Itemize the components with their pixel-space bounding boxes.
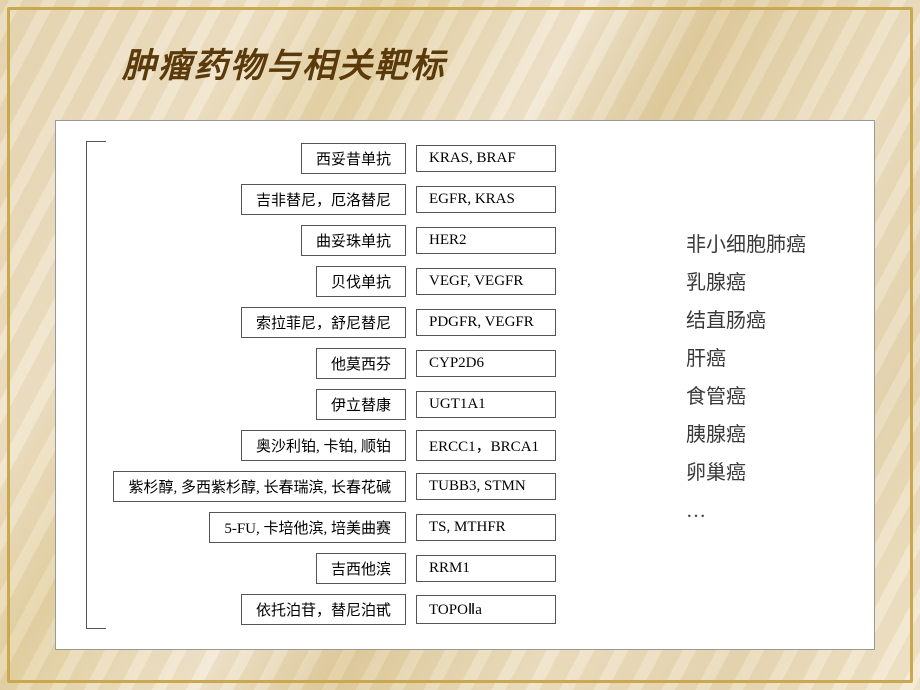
drug-box: 紫杉醇, 多西紫杉醇, 长春瑞滨, 长春花碱 bbox=[113, 471, 406, 502]
drug-target-row: 5-FU, 卡培他滨, 培美曲赛 TS, MTHFR bbox=[106, 507, 626, 548]
target-box: TUBB3, STMN bbox=[416, 473, 556, 500]
target-box: EGFR, KRAS bbox=[416, 186, 556, 213]
cancer-list: 非小细胞肺癌乳腺癌结直肠癌肝癌食管癌胰腺癌卵巢癌… bbox=[686, 226, 836, 530]
cancer-item: 非小细胞肺癌 bbox=[686, 226, 836, 264]
drug-target-row: 紫杉醇, 多西紫杉醇, 长春瑞滨, 长春花碱 TUBB3, STMN bbox=[106, 466, 626, 507]
drug-target-row: 西妥昔单抗 KRAS, BRAF bbox=[106, 138, 626, 179]
drug-box: 贝伐单抗 bbox=[316, 266, 406, 297]
drug-box: 他莫西芬 bbox=[316, 348, 406, 379]
drug-box: 索拉菲尼，舒尼替尼 bbox=[241, 307, 406, 338]
drug-target-row: 吉非替尼，厄洛替尼 EGFR, KRAS bbox=[106, 179, 626, 220]
target-box: VEGF, VEGFR bbox=[416, 268, 556, 295]
drug-target-row: 曲妥珠单抗 HER2 bbox=[106, 220, 626, 261]
target-box: PDGFR, VEGFR bbox=[416, 309, 556, 336]
drug-box: 伊立替康 bbox=[316, 389, 406, 420]
target-box: HER2 bbox=[416, 227, 556, 254]
drug-box: 西妥昔单抗 bbox=[301, 143, 406, 174]
cancer-item: 乳腺癌 bbox=[686, 264, 836, 302]
drug-target-rows: 西妥昔单抗 KRAS, BRAF 吉非替尼，厄洛替尼 EGFR, KRAS 曲妥珠单抗 H… bbox=[106, 138, 626, 630]
left-bracket bbox=[86, 141, 106, 629]
drug-target-row: 吉西他滨 RRM1 bbox=[106, 548, 626, 589]
cancer-item: 肝癌 bbox=[686, 340, 836, 378]
target-box: CYP2D6 bbox=[416, 350, 556, 377]
target-box: TS, MTHFR bbox=[416, 514, 556, 541]
cancer-item: 食管癌 bbox=[686, 378, 836, 416]
drug-target-row: 奥沙利铂, 卡铂, 顺铂 ERCC1，BRCA1 bbox=[106, 425, 626, 466]
diagram-panel: 西妥昔单抗 KRAS, BRAF 吉非替尼，厄洛替尼 EGFR, KRAS 曲妥珠单抗 H… bbox=[55, 120, 875, 650]
target-box: UGT1A1 bbox=[416, 391, 556, 418]
drug-target-row: 伊立替康 UGT1A1 bbox=[106, 384, 626, 425]
cancer-item: 结直肠癌 bbox=[686, 302, 836, 340]
drug-target-row: 贝伐单抗 VEGF, VEGFR bbox=[106, 261, 626, 302]
drug-target-row: 依托泊苷，替尼泊甙 TOPOⅡa bbox=[106, 589, 626, 630]
target-box: ERCC1，BRCA1 bbox=[416, 430, 556, 461]
target-box: RRM1 bbox=[416, 555, 556, 582]
slide-title: 肿瘤药物与相关靶标 bbox=[122, 38, 446, 87]
drug-box: 曲妥珠单抗 bbox=[301, 225, 406, 256]
cancer-item: … bbox=[686, 492, 836, 530]
drug-box: 依托泊苷，替尼泊甙 bbox=[241, 594, 406, 625]
drug-box: 5-FU, 卡培他滨, 培美曲赛 bbox=[209, 512, 406, 543]
target-box: TOPOⅡa bbox=[416, 595, 556, 624]
drug-target-row: 索拉菲尼，舒尼替尼 PDGFR, VEGFR bbox=[106, 302, 626, 343]
drug-box: 奥沙利铂, 卡铂, 顺铂 bbox=[241, 430, 406, 461]
drug-target-row: 他莫西芬 CYP2D6 bbox=[106, 343, 626, 384]
cancer-item: 卵巢癌 bbox=[686, 454, 836, 492]
cancer-item: 胰腺癌 bbox=[686, 416, 836, 454]
target-box: KRAS, BRAF bbox=[416, 145, 556, 172]
drug-box: 吉非替尼，厄洛替尼 bbox=[241, 184, 406, 215]
drug-box: 吉西他滨 bbox=[316, 553, 406, 584]
